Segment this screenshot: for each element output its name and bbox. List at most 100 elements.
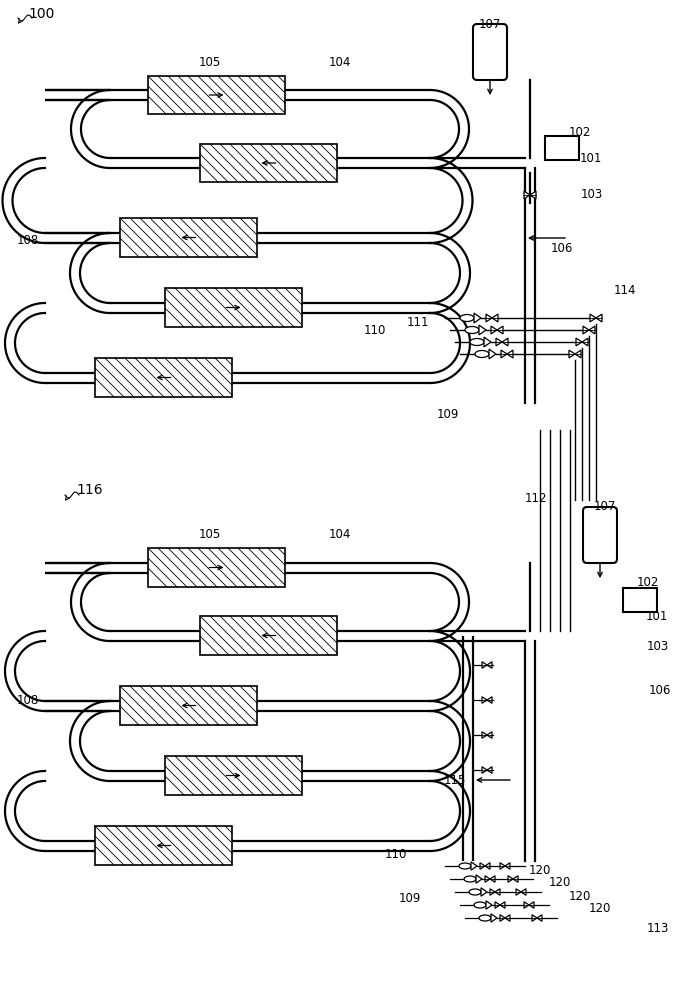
Text: 102: 102 (637, 576, 659, 588)
Polygon shape (479, 325, 486, 335)
Bar (165, 756, 302, 795)
Polygon shape (524, 902, 529, 908)
Polygon shape (508, 876, 513, 882)
Ellipse shape (460, 314, 474, 322)
Polygon shape (471, 862, 477, 870)
Polygon shape (589, 326, 595, 334)
Polygon shape (495, 889, 500, 895)
Text: 110: 110 (364, 324, 386, 336)
FancyBboxPatch shape (473, 24, 507, 80)
Bar (120, 686, 257, 725)
Polygon shape (596, 314, 602, 322)
Bar (120, 218, 257, 257)
Polygon shape (486, 314, 492, 322)
Polygon shape (490, 876, 495, 882)
Bar (200, 144, 337, 182)
Polygon shape (516, 889, 521, 895)
Text: 109: 109 (399, 892, 421, 904)
Bar (545, 136, 579, 160)
Bar (95, 358, 232, 397)
Polygon shape (476, 875, 482, 883)
Text: 108: 108 (17, 694, 39, 706)
Polygon shape (482, 697, 487, 703)
Polygon shape (482, 732, 487, 738)
Polygon shape (481, 888, 487, 896)
Text: 120: 120 (529, 863, 551, 876)
Ellipse shape (459, 863, 471, 869)
Text: 120: 120 (569, 890, 591, 902)
Text: 109: 109 (437, 408, 459, 422)
Bar (148, 548, 285, 587)
Polygon shape (495, 902, 500, 908)
Polygon shape (505, 863, 510, 869)
Text: 102: 102 (569, 125, 591, 138)
Polygon shape (491, 326, 497, 334)
Polygon shape (529, 902, 534, 908)
Polygon shape (500, 863, 505, 869)
Polygon shape (507, 350, 513, 358)
Polygon shape (487, 662, 492, 668)
Text: 116: 116 (76, 483, 103, 497)
Ellipse shape (474, 902, 486, 908)
Polygon shape (485, 876, 490, 882)
Polygon shape (482, 767, 487, 773)
Polygon shape (487, 767, 492, 773)
Text: 105: 105 (199, 55, 221, 68)
Polygon shape (590, 314, 596, 322)
Ellipse shape (465, 326, 479, 334)
Text: 120: 120 (589, 902, 611, 916)
Polygon shape (530, 191, 536, 199)
Polygon shape (583, 326, 589, 334)
Bar (200, 616, 337, 655)
Polygon shape (576, 338, 582, 346)
Text: 107: 107 (479, 17, 501, 30)
Polygon shape (500, 915, 505, 921)
Text: 113: 113 (647, 922, 669, 934)
Polygon shape (484, 337, 491, 347)
Polygon shape (487, 697, 492, 703)
Polygon shape (497, 326, 503, 334)
Polygon shape (492, 314, 498, 322)
Ellipse shape (464, 876, 476, 882)
Polygon shape (532, 915, 537, 921)
Text: 103: 103 (581, 188, 603, 202)
Polygon shape (569, 350, 575, 358)
Ellipse shape (470, 338, 484, 346)
Text: 103: 103 (647, 641, 669, 654)
Polygon shape (501, 350, 507, 358)
Text: 106: 106 (551, 241, 573, 254)
Text: 106: 106 (649, 684, 671, 696)
Text: 111: 111 (407, 316, 429, 328)
Polygon shape (496, 338, 502, 346)
Text: 104: 104 (329, 55, 351, 68)
Text: 105: 105 (199, 528, 221, 540)
Text: 114: 114 (614, 284, 637, 296)
Polygon shape (490, 889, 495, 895)
Bar (148, 76, 285, 114)
Ellipse shape (475, 351, 489, 358)
Text: 110: 110 (385, 848, 407, 861)
FancyBboxPatch shape (583, 507, 617, 563)
Polygon shape (582, 338, 588, 346)
Ellipse shape (469, 889, 481, 895)
Text: 120: 120 (549, 876, 571, 890)
Polygon shape (480, 863, 485, 869)
Polygon shape (502, 338, 508, 346)
Polygon shape (486, 901, 492, 909)
Text: 115: 115 (444, 774, 466, 786)
Text: 101: 101 (646, 610, 668, 624)
Text: 112: 112 (525, 491, 547, 504)
Polygon shape (485, 863, 490, 869)
Bar (95, 826, 232, 865)
Bar (623, 588, 657, 612)
Ellipse shape (479, 915, 491, 921)
Polygon shape (500, 902, 505, 908)
Polygon shape (537, 915, 542, 921)
Polygon shape (487, 732, 492, 738)
Polygon shape (524, 191, 530, 199)
Text: 107: 107 (594, 500, 616, 514)
Polygon shape (474, 313, 481, 323)
Polygon shape (491, 914, 497, 922)
Polygon shape (489, 349, 496, 359)
Polygon shape (505, 915, 510, 921)
